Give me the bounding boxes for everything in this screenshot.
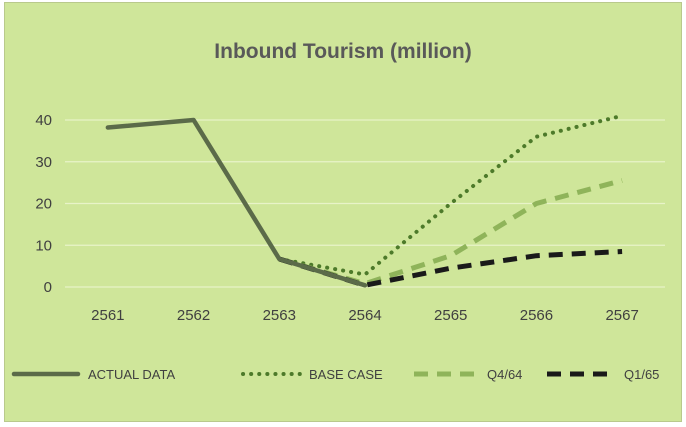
series-line-base-case [277,113,625,277]
legend: ACTUAL DATA BASE CASE Q4/64 Q1/65 [11,367,659,382]
x-tick-label: 2562 [177,307,210,324]
x-tick-label: 2563 [263,307,296,324]
y-tick-label: 10 [35,237,52,254]
gridlines [65,119,665,288]
legend-label: ACTUAL DATA [88,367,175,382]
legend-label: Q1/65 [624,367,659,382]
series-lines [105,113,625,288]
chart-frame [4,2,682,422]
legend-label: BASE CASE [309,367,383,382]
y-tick-label: 30 [35,154,52,171]
chart-title: Inbound Tourism (million) [214,40,471,63]
x-tick-label: 2561 [91,307,124,324]
series-line-actual-data [105,117,368,288]
x-tick-label: 2564 [348,307,381,324]
x-tick-label: 2566 [520,307,553,324]
legend-label: Q4/64 [487,367,522,382]
series-line-q4-64 [278,178,623,287]
series-line-q1-65 [278,249,623,288]
y-tick-label: 20 [35,196,52,213]
y-tick-label: 0 [44,279,52,296]
x-tick-label: 2565 [434,307,467,324]
x-axis-ticks: 2561 2562 2563 2564 2565 2566 2567 [91,307,639,324]
x-tick-label: 2567 [605,307,638,324]
y-axis-ticks: 0 10 20 30 40 [35,112,52,296]
y-tick-label: 40 [35,112,52,129]
